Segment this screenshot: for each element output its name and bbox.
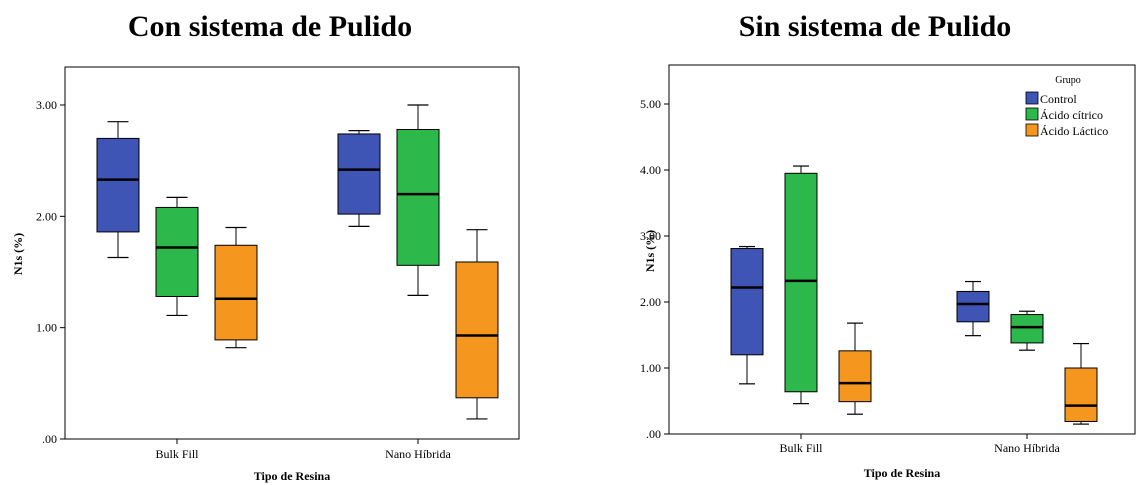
x-axis-label: Tipo de Resina (254, 469, 330, 483)
y-tick-label: 2.00 (36, 209, 57, 223)
box--cido-l-ctico-0 (214, 226, 258, 349)
chart-title-left: Con sistema de Pulido (127, 10, 413, 43)
y-tick-label: .00 (646, 427, 661, 441)
y-tick-label: 4.00 (640, 163, 661, 177)
plot-frame (64, 66, 520, 440)
box-iqr (155, 206, 199, 297)
box-control-1 (956, 280, 990, 337)
y-tick-label: .00 (42, 432, 57, 446)
box-iqr (214, 244, 258, 341)
box-iqr (396, 128, 440, 266)
box--cido-c-trico-1 (1010, 310, 1044, 351)
x-tick-label: Nano Híbrida (385, 447, 451, 461)
box--cido-c-trico-1 (396, 104, 440, 296)
legend-label: Ácido Láctico (1040, 124, 1108, 138)
box--cido-c-trico-0 (784, 165, 818, 405)
x-axis-label: Tipo de Resina (864, 466, 940, 480)
legend-swatch (1025, 123, 1039, 137)
box-control-0 (96, 121, 140, 259)
box--cido-l-ctico-1 (1064, 342, 1098, 425)
box--cido-l-ctico-1 (455, 229, 499, 420)
box-iqr (1064, 367, 1098, 422)
x-tick-label: Nano Híbrida (994, 441, 1060, 455)
legend-title: Grupo (1055, 75, 1081, 86)
chart-1: .00 1.00 2.00 3.00 4.00 5.00 Bulk Fill Nano Híb… (640, 64, 1136, 480)
legend-label: Control (1040, 92, 1077, 106)
chart-title-right: Sin sistema de Pulido (738, 10, 1012, 43)
y-axis-label: N1s (%) (11, 233, 25, 275)
x-tick-label: Bulk Fill (779, 441, 823, 455)
legend-swatch (1025, 107, 1039, 121)
y-tick-label: 3.00 (36, 98, 57, 112)
plot-frame (668, 64, 1136, 435)
y-tick-label: 5.00 (640, 97, 661, 111)
legend: Grupo Control Ácido cítrico Ácido Láctico (1025, 75, 1108, 138)
y-tick-label: 2.00 (640, 295, 661, 309)
y-tick-label: 1.00 (36, 321, 57, 335)
y-tick-label: 1.00 (640, 361, 661, 375)
y-axis-label: N1s (%) (643, 230, 657, 272)
box-iqr (1010, 314, 1044, 344)
y-tick-label: 3.00 (640, 229, 661, 243)
x-tick-label: Bulk Fill (155, 447, 199, 461)
chart-0: .00 1.00 2.00 3.00 Bulk Fill Nano Híbrida Tipo… (11, 66, 520, 483)
box-iqr (455, 261, 499, 399)
box--cido-l-ctico-0 (838, 322, 872, 415)
box-iqr (96, 137, 140, 233)
legend-swatch (1025, 91, 1039, 105)
box-iqr (956, 290, 990, 323)
box-iqr (337, 133, 381, 215)
box--cido-c-trico-0 (155, 196, 199, 317)
legend-label: Ácido cítrico (1040, 108, 1103, 122)
box-iqr (838, 350, 872, 403)
box-control-0 (730, 245, 764, 385)
box-control-1 (337, 130, 381, 227)
box-iqr (730, 248, 764, 356)
box-iqr (784, 172, 818, 393)
